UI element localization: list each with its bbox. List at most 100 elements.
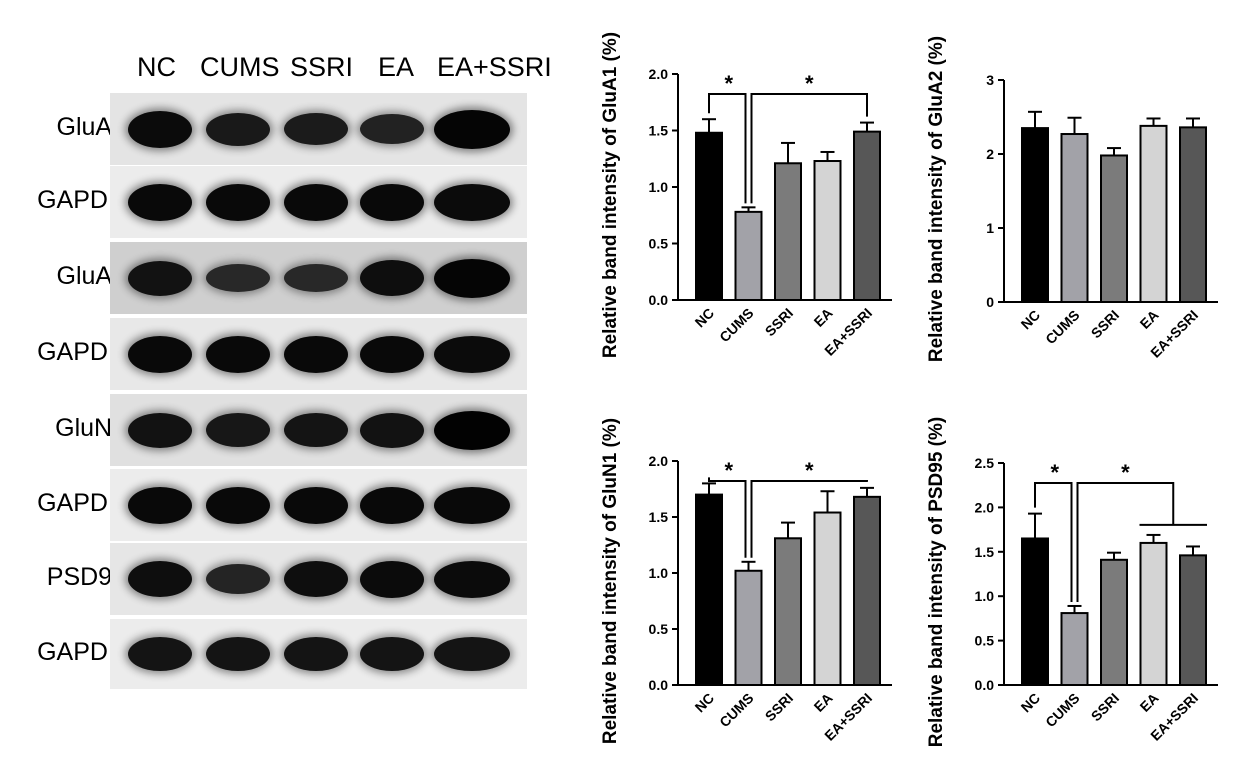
bar-chart-glua1: Relative band intensity of GluA1 (%) 0.0 0…	[600, 32, 892, 359]
x-tick-label: NC	[691, 305, 717, 331]
y-tick-label: 0.0	[649, 292, 669, 308]
y-tick-label: 2.0	[649, 453, 669, 469]
blot-band	[128, 110, 192, 148]
bar-nc	[695, 493, 723, 686]
bar-ea	[1139, 541, 1168, 686]
bar-cums	[734, 210, 763, 301]
blot-strip-gapdh	[110, 619, 527, 689]
blot-band	[284, 486, 348, 524]
y-tick-label: 1	[986, 220, 994, 236]
y-tick-label: 2	[986, 146, 994, 162]
x-tick-label: CUMS	[716, 690, 756, 730]
blot-band	[434, 335, 510, 373]
blot-band	[206, 564, 270, 594]
x-tick-label: EA	[811, 690, 836, 715]
y-tick-label: 0.5	[975, 633, 995, 649]
y-tick-label: 0.5	[649, 621, 669, 637]
blot-strip-psd95	[110, 543, 527, 615]
significance-bracket	[708, 477, 747, 558]
significance-star: *	[1121, 460, 1130, 485]
y-tick-label: 1.0	[649, 565, 669, 581]
blot-strip-gapdh	[110, 469, 527, 541]
y-tick-label: 0.5	[649, 236, 669, 252]
significance-bracket	[750, 93, 868, 204]
blot-band	[360, 335, 424, 373]
bar-chart-glun1: Relative band intensity of GluN1 (%) 0.0 0…	[600, 418, 892, 744]
blot-band	[360, 412, 424, 448]
x-tick-label: NC	[1017, 307, 1043, 333]
blot-band	[360, 260, 424, 296]
blot-band	[284, 113, 348, 145]
bar-cums	[1060, 612, 1089, 687]
blot-row-label-glua2: GluA2	[56, 262, 126, 290]
lane-label-nc: NC	[137, 52, 176, 82]
bar-ea	[1139, 124, 1168, 303]
y-tick-label: 2.0	[649, 66, 669, 82]
blot-band	[434, 109, 510, 149]
x-tick-label: EA	[1137, 307, 1162, 332]
blot-row-label-psd95: PSD95	[46, 563, 126, 591]
x-tick-label: EA	[811, 305, 836, 330]
blot-row-label-gapdh: GAPDH	[37, 638, 126, 666]
significance-bracket	[1076, 482, 1175, 602]
blot-band	[206, 112, 270, 146]
blot-band	[284, 413, 348, 447]
blot-band	[206, 637, 270, 671]
bar-nc	[1021, 537, 1049, 686]
significance-star: *	[805, 71, 814, 96]
blot-band	[360, 637, 424, 671]
y-axis-label: Relative band intensity of GluA1 (%)	[600, 32, 621, 358]
bar-ea	[813, 511, 842, 686]
bar-ea-ssri	[853, 495, 881, 686]
blot-band	[360, 560, 424, 598]
significance-star: *	[1050, 460, 1059, 485]
blot-band	[206, 183, 270, 221]
bar-cums	[734, 569, 763, 686]
x-tick-label: SSRI	[1088, 307, 1122, 341]
y-tick-label: 1.5	[649, 123, 669, 139]
bar-cums	[1060, 133, 1089, 303]
blot-band	[128, 486, 192, 524]
y-axis-label: Relative band intensity of GluA2 (%)	[926, 36, 947, 362]
blot-row-label-gapdh: GAPDH	[37, 338, 126, 366]
lane-label-ea: EA	[378, 52, 415, 82]
x-tick-label: SSRI	[1088, 690, 1122, 724]
y-tick-label: 0.0	[649, 677, 669, 693]
bar-ea-ssri	[1179, 554, 1207, 686]
x-tick-label: SSRI	[762, 305, 796, 339]
bar-ssri	[774, 162, 802, 301]
blot-band	[284, 264, 348, 292]
blot-band	[128, 183, 192, 221]
blot-band	[206, 335, 270, 373]
blot-strip-glun1	[110, 394, 527, 466]
y-tick-label: 0	[986, 294, 994, 310]
lane-label-ea-ssri: EA+SSRI	[437, 52, 552, 82]
significance-bracket	[1034, 482, 1073, 602]
bar-ssri	[1100, 558, 1128, 687]
y-tick-label: 1.0	[975, 588, 995, 604]
lane-label-cums: CUMS	[200, 52, 280, 82]
x-tick-label: NC	[691, 690, 717, 716]
y-tick-label: 0.0	[975, 677, 995, 693]
blot-band	[434, 486, 510, 524]
y-tick-label: 1.5	[975, 544, 995, 560]
significance-star: *	[724, 71, 733, 96]
x-tick-label: NC	[1017, 690, 1043, 716]
blot-row-label-glua1: GluA1	[56, 113, 126, 141]
blot-strip-gapdh	[110, 166, 527, 238]
blot-band	[128, 335, 192, 373]
blot-band	[434, 560, 510, 598]
blot-band	[128, 412, 192, 448]
blot-row-label-gapdh: GAPDH	[37, 186, 126, 214]
x-tick-label: EA	[1137, 690, 1162, 715]
blot-band	[434, 637, 510, 671]
y-tick-label: 1.0	[649, 179, 669, 195]
blot-band	[206, 486, 270, 524]
y-tick-label: 3	[986, 72, 994, 88]
blot-strip-glua1	[110, 93, 527, 165]
blot-row-label-gapdh: GAPDH	[37, 489, 126, 517]
blot-band	[206, 264, 270, 292]
bar-ea-ssri	[1179, 126, 1207, 303]
bar-chart-glua2: Relative band intensity of GluA2 (%) 0 1 2 3…	[926, 36, 1218, 362]
x-tick-label: CUMS	[716, 305, 756, 345]
